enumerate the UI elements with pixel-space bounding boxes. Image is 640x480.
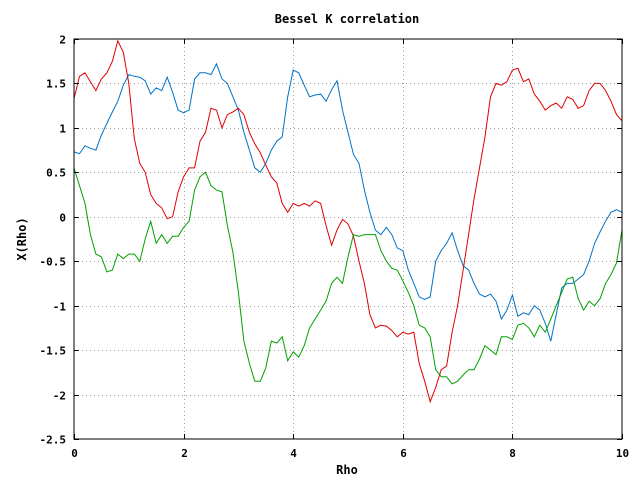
x-tick-label: 4 [290,447,297,460]
series-line-3 [73,167,623,385]
y-tick-label: -0.5 [40,256,67,269]
y-tick-label: 1.5 [46,78,66,91]
x-tick-label: 2 [181,447,188,460]
chart-title: Bessel K correlation [275,12,420,26]
y-tick-label: 2 [59,34,66,47]
x-tick-label: 8 [509,447,516,460]
y-tick-label: -1.5 [40,345,67,358]
x-tick-label: 6 [400,447,407,460]
y-tick-label: 1 [59,123,66,136]
y-tick-label: -2 [53,390,66,403]
y-tick-label: -2.5 [40,434,67,447]
plot-frame [73,38,623,440]
x-axis-label: Rho [336,463,358,477]
x-tick-label: 10 [616,447,629,460]
grid-lines [74,39,622,439]
series-layer [73,39,623,404]
x-tick-label: 0 [71,447,78,460]
y-tick-label: 0 [59,212,66,225]
axis-ticks: 0 2 4 6 8 10 2 1.5 1 0.5 0 -0.5 -1 -1.5 -2 -2.5 [40,34,630,461]
y-tick-label: -1 [53,301,67,314]
y-tick-label: 0.5 [46,167,66,180]
y-axis-label: X(Rho) [15,217,29,260]
series-line-1 [73,62,623,342]
series-line-2 [73,39,623,404]
